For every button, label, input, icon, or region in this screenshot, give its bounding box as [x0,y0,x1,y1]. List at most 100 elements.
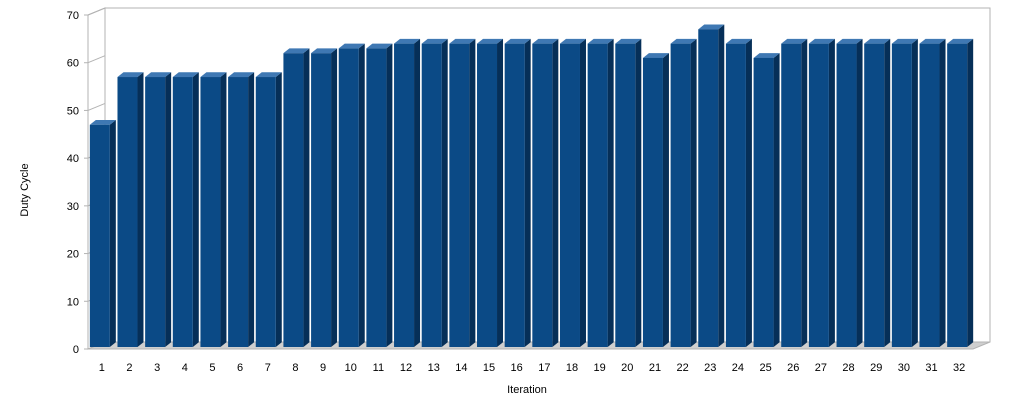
bar-side [441,38,448,347]
bar-front [200,77,221,348]
x-tick-label: 7 [265,362,271,374]
gridline-depth [87,102,106,111]
bar-side [690,38,697,347]
bar [117,72,144,348]
bar-front [504,43,525,347]
bar-top [366,43,393,49]
bar-front [559,43,580,347]
bar-side [192,72,199,347]
x-tick-label: 26 [787,362,799,374]
bar-top [449,38,476,44]
x-tick-label: 5 [209,362,215,374]
bar-top [615,38,642,44]
x-tick-label: 24 [732,362,744,374]
bar-side [248,72,255,347]
x-tick-label: 17 [538,362,550,374]
bar [808,38,835,347]
bar-top [421,38,448,44]
bar [670,38,697,347]
bar [919,38,946,347]
bar-front [449,43,470,347]
x-tick-labels: 1 2 3 4 5 6 7 8 9 10 11 12 13 14 15 16 17 18 19 20 21 22 23 24 2… [99,362,966,374]
bar-front [394,43,415,347]
x-tick-label: 12 [400,362,412,374]
bar [145,72,172,348]
bar-side [303,48,310,347]
bar-front [338,48,359,348]
x-tick-label: 25 [759,362,771,374]
bar-side [414,38,421,347]
x-tick-label: 18 [566,362,578,374]
bar-top [559,38,586,44]
bar-top [145,72,172,78]
bar-front [947,43,968,347]
bar-front [311,53,332,348]
y-tick-label: 30 [67,201,79,213]
bar-front [532,43,553,347]
bar [283,48,310,348]
bar-top [394,38,421,44]
bar-top [808,38,835,44]
bar-side [220,72,227,347]
bar [532,38,559,347]
bar-side [524,38,531,347]
bar-top [725,38,752,44]
y-axis-label: Duty Cycle [19,163,31,216]
bar-top [200,72,227,78]
bar-front [421,43,442,347]
bar-side [662,53,669,348]
bar-top [836,38,863,44]
y-tick-label: 10 [67,296,79,308]
bar-top [670,38,697,44]
bar-front [836,43,857,347]
bar-side [773,53,780,348]
bar-top [311,48,338,54]
bar [366,43,393,348]
bar-front [864,43,885,347]
y-tick-label: 40 [67,153,79,165]
bar [89,119,116,347]
bar-side [635,38,642,347]
bar-front [283,53,304,348]
bar [587,38,614,347]
bar-top [891,38,918,44]
bar-front [172,77,193,348]
bar [836,38,863,347]
x-tick-label: 2 [126,362,132,374]
bar [449,38,476,347]
bar-front [781,43,802,347]
bar-side [275,72,282,347]
x-tick-label: 31 [925,362,937,374]
bar [615,38,642,347]
bar-side [497,38,504,347]
bar-side [911,38,918,347]
bar-front [725,43,746,347]
bar-top [477,38,504,44]
bar-top [338,43,365,49]
bar-side [469,38,476,347]
x-tick-label: 29 [870,362,882,374]
bar-side [967,38,974,347]
bar [504,38,531,347]
bar-side [137,72,144,347]
x-tick-label: 1 [99,362,105,374]
bar-front [255,77,276,348]
bar-top [753,53,780,58]
x-tick-label: 9 [320,362,326,374]
bar-top [255,72,282,78]
bar-front [587,43,608,347]
bar-front [117,77,138,348]
bar-front [145,77,166,348]
bar-front [642,57,663,347]
bar-top [864,38,891,44]
bar-side [801,38,808,347]
bar [559,38,586,347]
bar-side [745,38,752,347]
bar-side [718,24,725,348]
bar-top [283,48,310,54]
bar-top [228,72,255,78]
bar-top [919,38,946,44]
gridline-depth [87,55,106,64]
bar [642,53,669,348]
